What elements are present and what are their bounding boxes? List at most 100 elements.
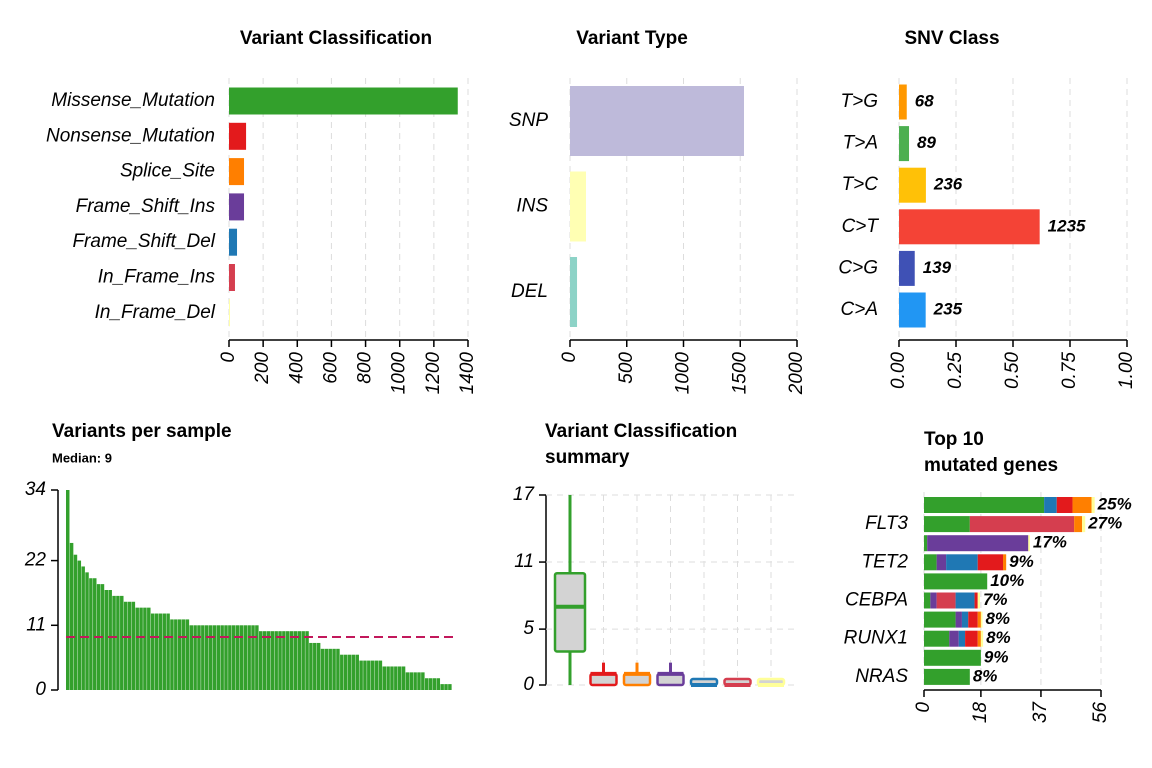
bar xyxy=(370,660,375,690)
bar xyxy=(162,613,166,690)
bar xyxy=(386,666,390,690)
bar xyxy=(351,654,356,690)
category-label: RUNX1 xyxy=(844,628,908,649)
bar-segment xyxy=(924,630,950,647)
bar xyxy=(405,672,410,690)
bar-segment xyxy=(924,668,970,685)
bar xyxy=(417,672,421,690)
x-tick-label: 200 xyxy=(252,352,273,385)
bar xyxy=(77,560,82,690)
bar-segment xyxy=(977,592,980,609)
percent-label: 27% xyxy=(1087,514,1122,533)
percent-label: 8% xyxy=(986,628,1011,647)
bar-segment xyxy=(1091,497,1095,513)
percent-label: 25% xyxy=(1097,494,1132,513)
category-label: TET2 xyxy=(862,551,909,572)
x-tick-label: 1200 xyxy=(423,352,444,395)
x-tick-label: 0.75 xyxy=(1059,352,1080,389)
bar-segment xyxy=(924,592,931,609)
bar-segment xyxy=(949,630,959,647)
bar xyxy=(899,209,1040,245)
bar xyxy=(274,631,278,690)
bar xyxy=(69,542,74,690)
x-tick-label: 0.25 xyxy=(945,352,966,389)
x-tick-label: 0.00 xyxy=(888,352,909,389)
bar xyxy=(174,619,178,690)
bar-segment xyxy=(958,630,966,647)
bar-segment xyxy=(965,630,978,647)
bar xyxy=(262,631,267,690)
bar-segment xyxy=(924,535,928,552)
bar xyxy=(104,590,109,690)
bar xyxy=(378,660,383,690)
bar-segment xyxy=(955,592,975,609)
y-tick-label: 22 xyxy=(24,550,47,571)
bar xyxy=(421,672,425,690)
percent-label: 17% xyxy=(1033,533,1067,552)
bar xyxy=(355,654,359,690)
bar xyxy=(282,631,286,690)
bar-segment xyxy=(1074,516,1083,533)
bar-segment xyxy=(936,592,956,609)
category-label: C>G xyxy=(838,257,878,278)
y-tick-label: 17 xyxy=(513,484,536,505)
bar xyxy=(401,666,406,690)
y-tick-label: 0 xyxy=(35,679,46,700)
bar xyxy=(177,619,182,690)
x-tick-label: 0 xyxy=(913,702,934,713)
bar xyxy=(363,660,367,690)
bar xyxy=(255,625,259,690)
bar xyxy=(899,126,910,162)
bar xyxy=(394,666,398,690)
bar xyxy=(340,654,344,690)
bar xyxy=(328,648,332,690)
bar xyxy=(139,607,143,690)
category-label: INS xyxy=(516,196,548,217)
bar xyxy=(424,678,429,690)
chart-title: Variant Classification xyxy=(240,28,432,49)
bar xyxy=(120,595,124,690)
x-tick-label: 1.00 xyxy=(1116,352,1137,389)
bar-segment xyxy=(924,573,988,590)
bar xyxy=(166,613,170,690)
bar xyxy=(397,666,402,690)
x-tick-label: 56 xyxy=(1090,702,1111,724)
bar-segment xyxy=(977,611,981,628)
bar xyxy=(229,122,247,150)
category-label: NRAS xyxy=(855,666,908,687)
chart-title: Variants per sample xyxy=(52,421,232,442)
bar xyxy=(320,648,325,690)
bar xyxy=(123,601,128,690)
category-label: T>A xyxy=(843,133,878,154)
bar xyxy=(143,607,147,690)
bar xyxy=(135,607,139,690)
bar xyxy=(112,595,116,690)
x-tick-label: 1400 xyxy=(457,352,478,395)
chart-title: mutated genes xyxy=(924,455,1058,476)
chart-title: SNV Class xyxy=(904,28,999,49)
x-tick-label: 0 xyxy=(559,352,580,363)
percent-label: 8% xyxy=(985,609,1010,628)
bar xyxy=(440,684,444,690)
bar xyxy=(247,625,251,690)
bar xyxy=(382,666,386,690)
bar xyxy=(324,648,329,690)
bar xyxy=(127,601,132,690)
bar xyxy=(208,625,213,690)
bar xyxy=(251,625,255,690)
bar xyxy=(147,607,151,690)
bar xyxy=(212,625,217,690)
bar xyxy=(336,648,340,690)
bar-segment xyxy=(1056,497,1073,513)
bar xyxy=(228,625,232,690)
percent-label: 10% xyxy=(990,571,1024,590)
bar xyxy=(899,292,926,328)
category-label: Frame_Shift_Ins xyxy=(76,196,216,217)
x-tick-label: 1000 xyxy=(673,352,694,395)
bar xyxy=(229,158,245,186)
category-label: In_Frame_Ins xyxy=(98,267,216,288)
bar xyxy=(413,672,417,690)
bar-segment xyxy=(968,611,978,628)
percent-label: 8% xyxy=(973,666,998,685)
bar xyxy=(266,631,271,690)
